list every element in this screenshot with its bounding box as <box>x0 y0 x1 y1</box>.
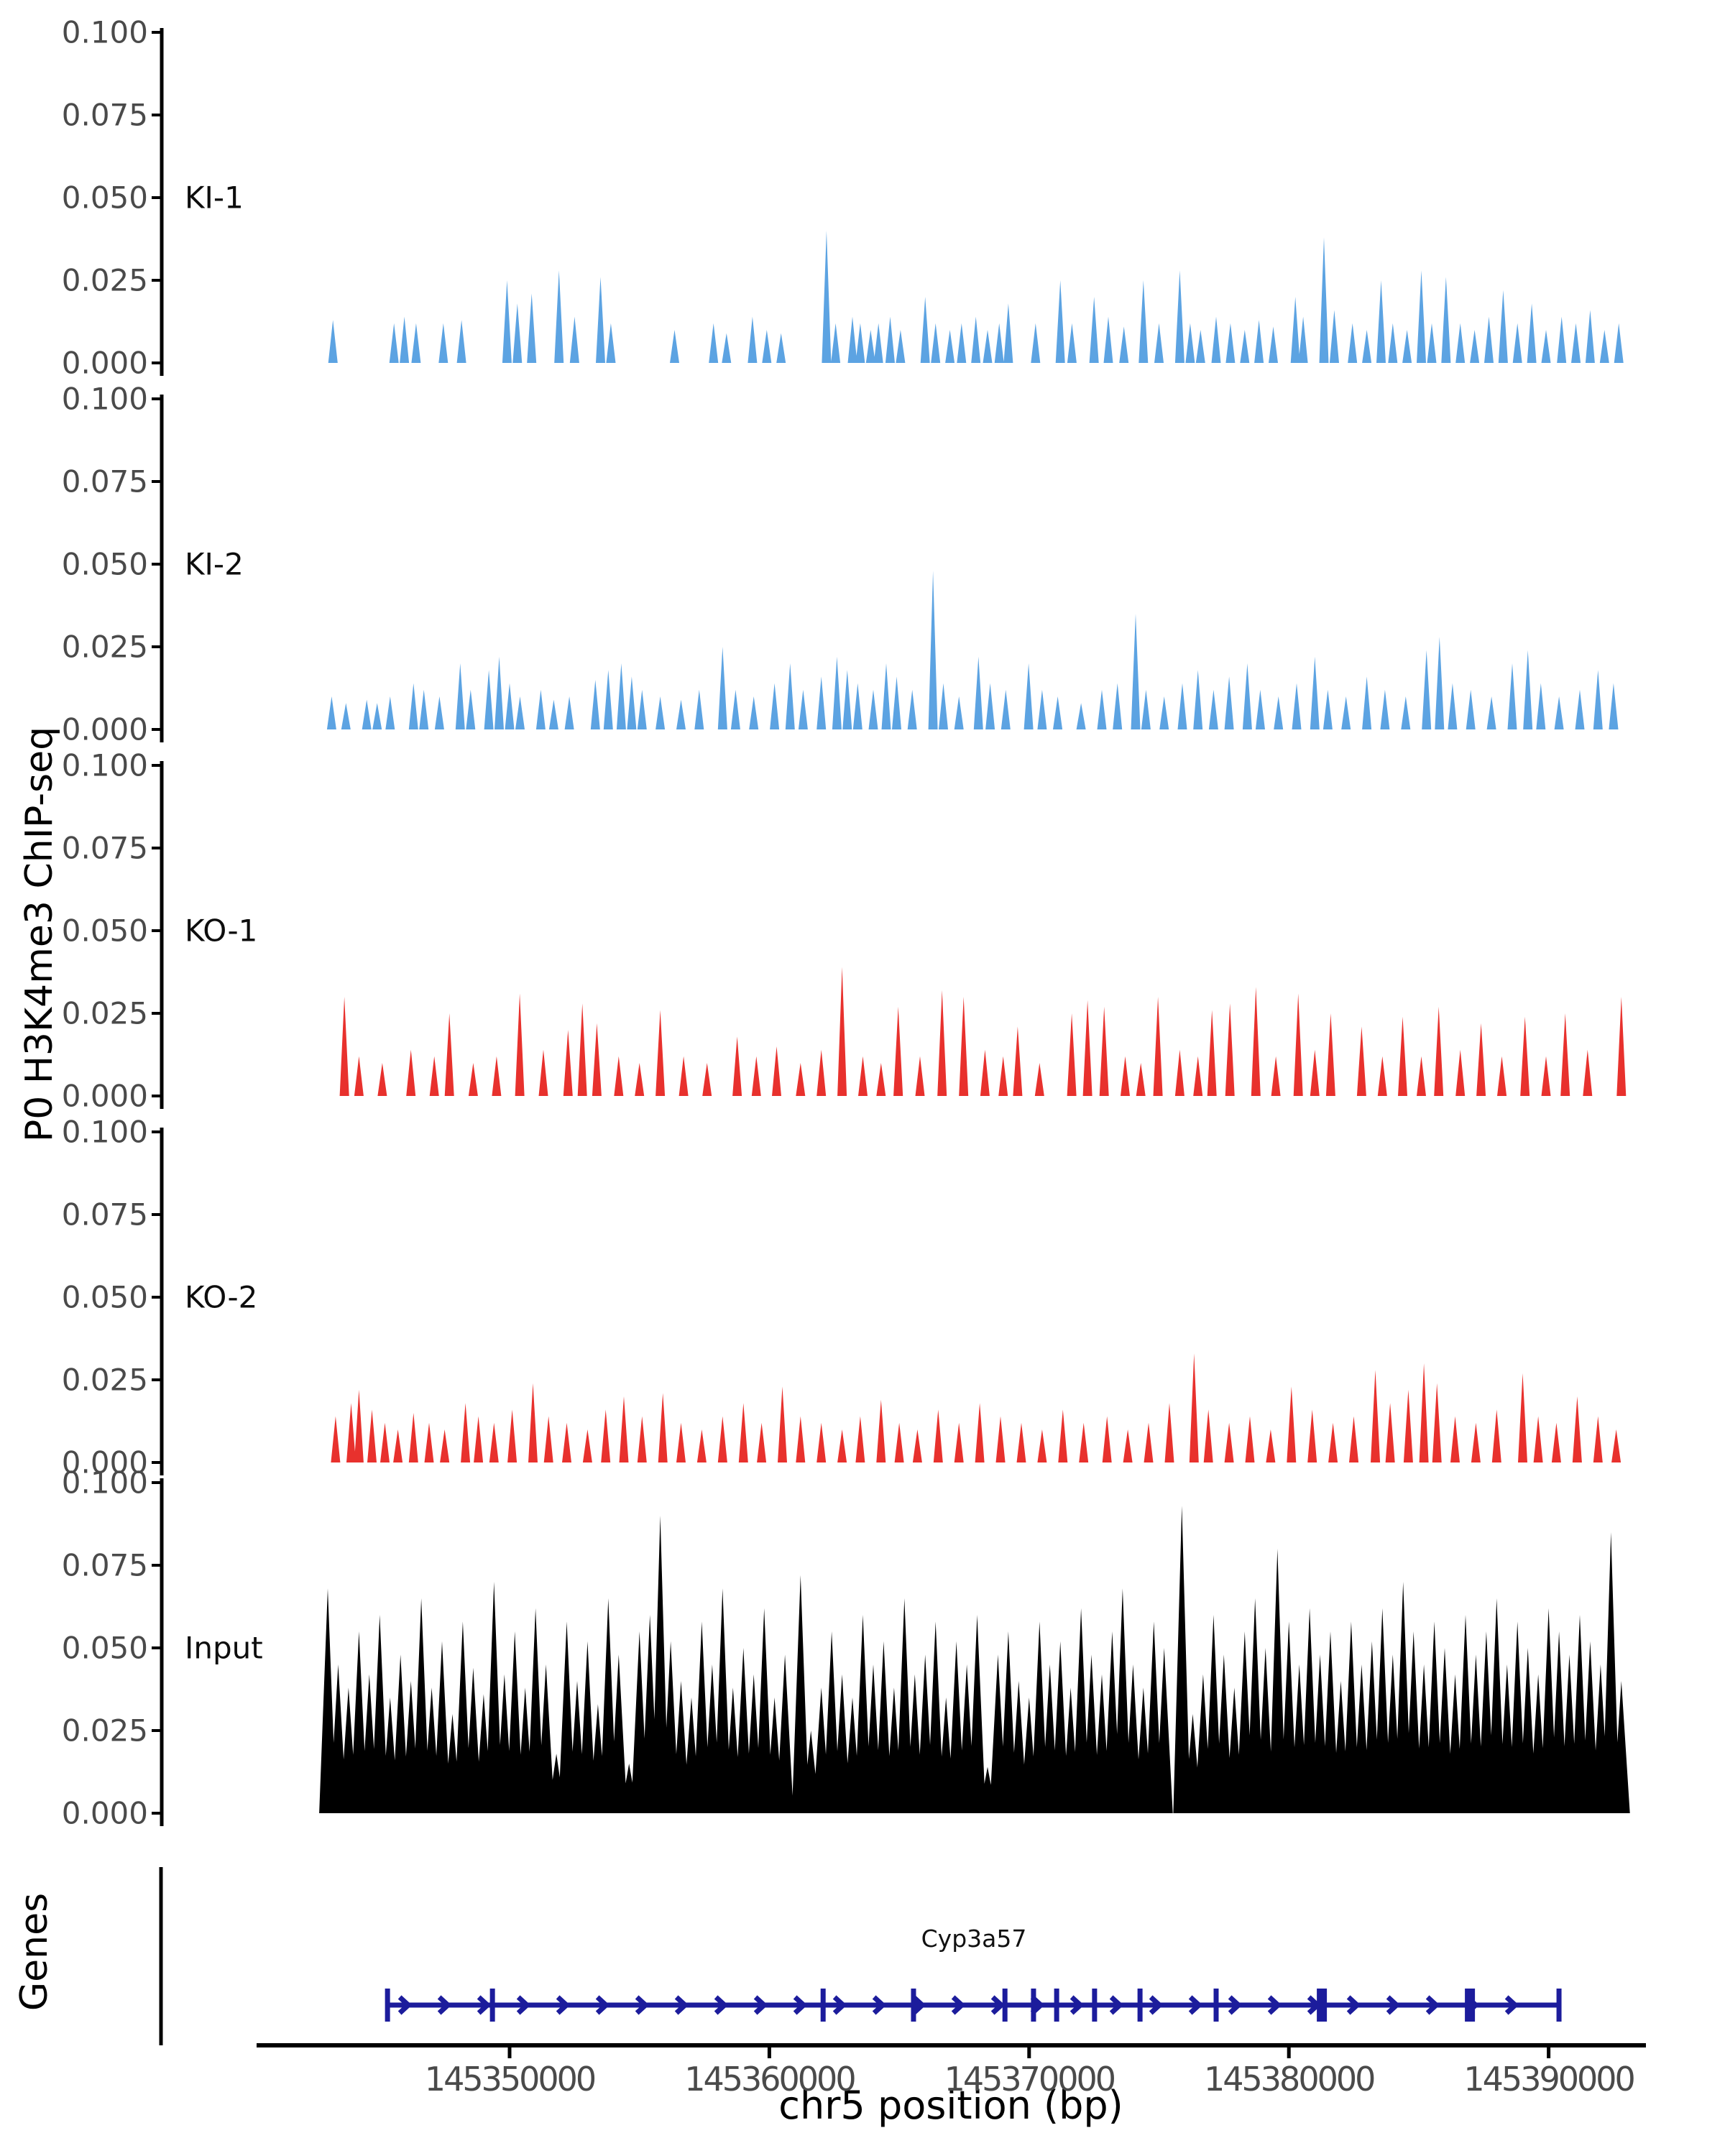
exon-bars-wide <box>1317 1989 1476 2022</box>
signal-area-KI-2 <box>326 571 1619 729</box>
signal-area-Input <box>319 1506 1630 1813</box>
y-tick-label: 0.050 <box>61 1279 148 1315</box>
y-tick-label: 0.025 <box>61 1713 148 1749</box>
gene-label: Cyp3a57 <box>921 1925 1027 1953</box>
y-tick-label: 0.075 <box>61 464 148 499</box>
y-tick-label: 0.075 <box>61 1197 148 1233</box>
y-tick-label: 0.050 <box>61 180 148 216</box>
x-tick-label: 145380000 <box>1203 2060 1376 2099</box>
y-tick-label: 0.075 <box>61 97 148 133</box>
track-label-KI-2: KI-2 <box>185 546 244 582</box>
x-axis-ticks <box>507 2045 1551 2058</box>
y-tick-label: 0.000 <box>61 711 148 747</box>
x-tick-label: 145390000 <box>1463 2060 1635 2099</box>
track-label-KO-1: KO-1 <box>185 913 258 949</box>
exon-bars <box>385 1989 1562 2022</box>
y-axis-ticks-KI-2 <box>152 397 162 731</box>
strand-direction-chevrons <box>397 1995 1519 2015</box>
x-axis-title: chr5 position (bp) <box>778 2083 1123 2128</box>
y-tick-label: 0.025 <box>61 995 148 1031</box>
y-tick-label: 0.000 <box>61 1078 148 1114</box>
y-tick-label: 0.050 <box>61 546 148 582</box>
y-tick-label: 0.075 <box>61 1547 148 1583</box>
y-tick-label: 0.025 <box>61 262 148 298</box>
y-tick-label: 0.100 <box>61 1114 148 1150</box>
y-tick-label: 0.075 <box>61 830 148 866</box>
signal-area-KO-1 <box>339 967 1627 1096</box>
x-tick-label: 145370000 <box>944 2060 1116 2099</box>
y-axis-ticks-KO-1 <box>152 764 162 1097</box>
genes-panel-title: Genes <box>13 1892 56 2012</box>
track-label-KO-2: KO-2 <box>185 1279 258 1315</box>
y-axis-ticks-KO-2 <box>152 1130 162 1464</box>
y-axis-ticks-Input <box>152 1481 162 1815</box>
y-tick-label: 0.100 <box>61 381 148 417</box>
y-tick-label: 0.000 <box>61 1795 148 1831</box>
y-axis-title: P0 H3K4me3 ChIP-seq <box>18 726 61 1143</box>
x-tick-label: 145350000 <box>424 2060 597 2099</box>
y-tick-label: 0.100 <box>61 747 148 783</box>
y-tick-label: 0.100 <box>61 1465 148 1501</box>
signal-area-KO-2 <box>331 1353 1622 1462</box>
y-tick-label: 0.100 <box>61 14 148 50</box>
y-tick-label: 0.050 <box>61 1630 148 1666</box>
y-tick-label: 0.000 <box>61 1445 148 1480</box>
y-tick-label: 0.025 <box>61 1362 148 1398</box>
track-label-KI-1: KI-1 <box>185 180 244 216</box>
track-label-Input: Input <box>185 1630 263 1666</box>
signal-area-KI-1 <box>328 231 1624 363</box>
y-tick-label: 0.000 <box>61 345 148 381</box>
y-axis-ticks-KI-1 <box>152 31 162 364</box>
y-tick-label: 0.050 <box>61 913 148 949</box>
x-tick-label: 145360000 <box>684 2060 856 2099</box>
y-tick-label: 0.025 <box>61 629 148 665</box>
